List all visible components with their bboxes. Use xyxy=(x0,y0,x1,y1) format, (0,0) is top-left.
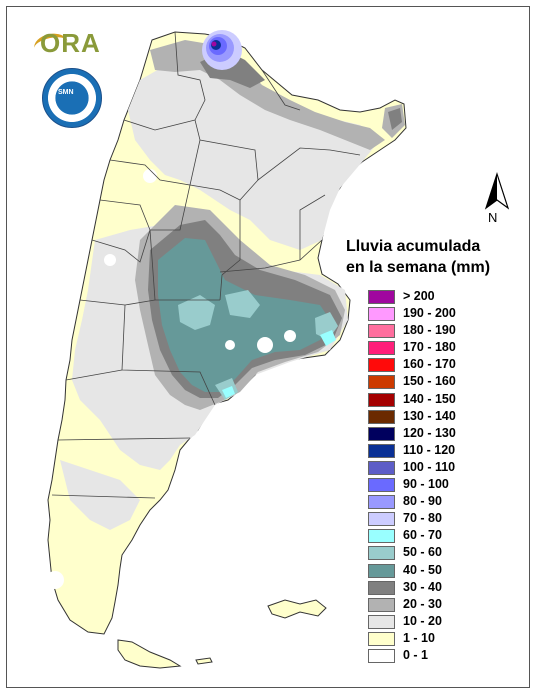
legend-swatch xyxy=(368,358,395,373)
legend-swatch xyxy=(368,460,395,475)
legend-title-line1: Lluvia acumulada xyxy=(346,238,481,255)
legend-label: 30 - 40 xyxy=(403,579,442,594)
legend-title-line2: en la semana (mm) xyxy=(346,259,491,276)
legend-label: 90 - 100 xyxy=(403,477,449,492)
legend-swatch xyxy=(368,426,395,441)
legend-swatch xyxy=(368,529,395,544)
smn-seal-icon: SMN xyxy=(42,68,102,128)
legend-label: 80 - 90 xyxy=(403,494,442,509)
legend-label: 0 - 1 xyxy=(403,647,429,662)
islas-malvinas xyxy=(267,599,327,619)
legend-label: 10 - 20 xyxy=(403,613,442,628)
legend-swatch xyxy=(368,512,395,527)
isla-estados xyxy=(195,657,213,665)
seal-text: SMN xyxy=(58,89,74,96)
legend-swatch xyxy=(368,614,395,629)
province-boundaries xyxy=(51,31,361,499)
legend-swatch xyxy=(368,409,395,424)
legend-swatch xyxy=(368,597,395,612)
legend-label: 100 - 110 xyxy=(403,459,456,474)
legend-label: > 200 xyxy=(403,289,435,303)
tierra-del-fuego xyxy=(117,639,182,669)
legend-label: 50 - 60 xyxy=(403,545,442,560)
legend-label: 140 - 150 xyxy=(403,391,456,406)
legend-swatch xyxy=(368,290,395,304)
legend-swatch xyxy=(368,324,395,339)
legend-label: 170 - 180 xyxy=(403,340,456,355)
logo-ora: ORA xyxy=(40,28,101,58)
legend-label: 20 - 30 xyxy=(403,596,442,611)
legend-label: 130 - 140 xyxy=(403,408,456,423)
legend-swatch xyxy=(368,495,395,510)
legend-swatch xyxy=(368,443,395,458)
legend-label: 160 - 170 xyxy=(403,357,456,372)
legend-label: 70 - 80 xyxy=(403,511,442,526)
legend-swatch xyxy=(368,546,395,561)
north-label: N xyxy=(488,210,498,225)
legend-swatch xyxy=(368,563,395,578)
legend-label: 1 - 10 xyxy=(403,630,435,645)
zone-north-intense xyxy=(202,30,242,70)
legend-swatch xyxy=(368,307,395,322)
legend-swatch xyxy=(368,631,395,646)
north-arrow-icon xyxy=(484,172,510,210)
legend-swatch xyxy=(368,392,395,407)
legend-label: 110 - 120 xyxy=(403,442,456,457)
legend-label: 150 - 160 xyxy=(403,374,456,389)
zone-60-70 xyxy=(222,330,336,398)
legend-label: 120 - 130 xyxy=(403,425,456,440)
legend-label: 190 - 200 xyxy=(403,306,456,321)
legend-swatch xyxy=(368,648,395,663)
zone-50-60 xyxy=(178,290,338,400)
legend-label: 40 - 50 xyxy=(403,562,442,577)
legend-swatch xyxy=(368,341,395,356)
legend-label: 60 - 70 xyxy=(403,528,442,543)
legend-title: Lluvia acumulada en la semana (mm) xyxy=(346,236,490,278)
legend-swatch xyxy=(368,375,395,390)
legend-swatch xyxy=(368,478,395,493)
legend-label: 180 - 190 xyxy=(403,323,456,338)
zone-0-1 xyxy=(46,169,296,589)
legend-swatch xyxy=(368,580,395,595)
